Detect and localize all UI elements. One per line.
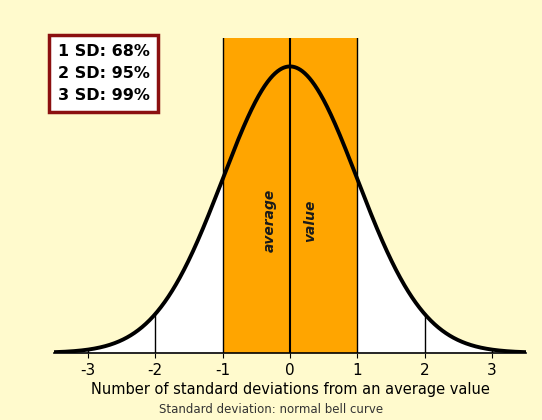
Text: Standard deviation: normal bell curve: Standard deviation: normal bell curve [159, 403, 383, 416]
Text: value: value [303, 200, 317, 242]
X-axis label: Number of standard deviations from an average value: Number of standard deviations from an av… [91, 382, 489, 396]
Bar [223, 38, 357, 353]
Text: 1 SD: 68%
2 SD: 95%
3 SD: 99%: 1 SD: 68% 2 SD: 95% 3 SD: 99% [57, 44, 150, 103]
Text: average: average [263, 189, 277, 252]
